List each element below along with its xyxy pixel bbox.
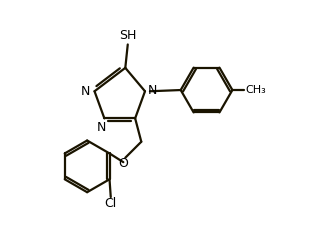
Text: N: N: [147, 83, 157, 97]
Text: O: O: [118, 157, 128, 170]
Text: SH: SH: [119, 29, 137, 42]
Text: Cl: Cl: [105, 197, 117, 210]
Text: N: N: [97, 121, 107, 134]
Text: N: N: [80, 85, 90, 98]
Text: CH₃: CH₃: [245, 85, 266, 95]
